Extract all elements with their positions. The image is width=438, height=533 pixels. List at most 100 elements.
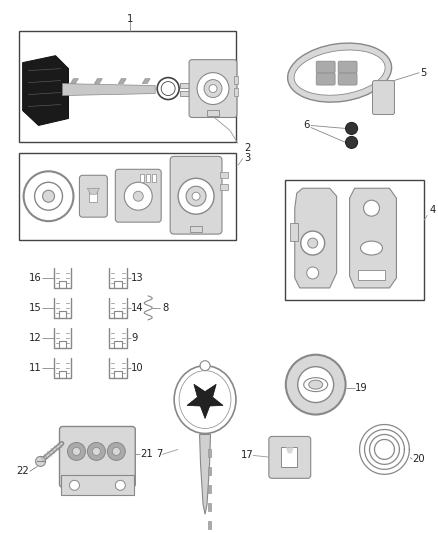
- FancyBboxPatch shape: [170, 156, 222, 234]
- Polygon shape: [286, 447, 294, 454]
- Circle shape: [161, 82, 175, 95]
- Polygon shape: [187, 384, 223, 418]
- Circle shape: [192, 192, 200, 200]
- Bar: [285, 180, 424, 300]
- Circle shape: [35, 456, 46, 466]
- Bar: [60, 475, 134, 495]
- Polygon shape: [208, 503, 211, 511]
- Circle shape: [301, 231, 325, 255]
- Polygon shape: [89, 188, 97, 202]
- FancyBboxPatch shape: [338, 61, 357, 73]
- Polygon shape: [88, 188, 99, 194]
- Polygon shape: [142, 78, 150, 84]
- FancyBboxPatch shape: [316, 73, 335, 85]
- FancyBboxPatch shape: [372, 80, 395, 115]
- Text: 20: 20: [413, 455, 425, 464]
- Polygon shape: [208, 521, 211, 529]
- Polygon shape: [208, 449, 211, 457]
- Circle shape: [107, 442, 125, 461]
- Text: 13: 13: [131, 273, 144, 283]
- Circle shape: [88, 442, 106, 461]
- Circle shape: [112, 447, 120, 455]
- Polygon shape: [295, 188, 337, 288]
- Polygon shape: [95, 78, 102, 84]
- Text: 14: 14: [131, 303, 144, 313]
- Ellipse shape: [309, 380, 323, 389]
- Bar: [19, 31, 236, 142]
- Circle shape: [35, 182, 63, 210]
- FancyBboxPatch shape: [316, 61, 335, 73]
- Circle shape: [24, 171, 74, 221]
- Bar: [146, 174, 150, 182]
- Bar: [207, 110, 219, 117]
- Bar: [234, 76, 238, 84]
- Text: 17: 17: [241, 450, 254, 461]
- FancyBboxPatch shape: [189, 60, 237, 117]
- Text: 6: 6: [304, 120, 310, 131]
- Text: 16: 16: [29, 273, 42, 283]
- Circle shape: [346, 136, 357, 148]
- Polygon shape: [71, 78, 78, 84]
- FancyBboxPatch shape: [79, 175, 107, 217]
- Bar: [140, 174, 144, 182]
- Ellipse shape: [179, 370, 231, 429]
- Bar: [190, 226, 202, 232]
- Circle shape: [124, 182, 152, 210]
- Text: 22: 22: [16, 466, 28, 477]
- Circle shape: [133, 191, 143, 201]
- Circle shape: [346, 123, 357, 134]
- Bar: [281, 447, 297, 467]
- Text: 10: 10: [131, 362, 144, 373]
- Polygon shape: [350, 188, 396, 288]
- Circle shape: [178, 178, 214, 214]
- Bar: [234, 87, 238, 95]
- Text: 5: 5: [420, 68, 427, 78]
- Text: 8: 8: [162, 303, 169, 313]
- Ellipse shape: [174, 366, 236, 433]
- Text: 15: 15: [29, 303, 42, 313]
- Polygon shape: [23, 55, 68, 125]
- Bar: [290, 223, 298, 241]
- Bar: [180, 91, 192, 95]
- Circle shape: [364, 200, 379, 216]
- Polygon shape: [208, 467, 211, 475]
- Polygon shape: [63, 84, 155, 95]
- Circle shape: [200, 361, 210, 370]
- FancyBboxPatch shape: [269, 437, 311, 478]
- FancyBboxPatch shape: [60, 426, 135, 487]
- Circle shape: [197, 72, 229, 104]
- Circle shape: [70, 480, 79, 490]
- Circle shape: [115, 480, 125, 490]
- FancyBboxPatch shape: [115, 169, 161, 222]
- Circle shape: [286, 355, 346, 415]
- Circle shape: [42, 190, 54, 202]
- Text: 12: 12: [29, 333, 42, 343]
- Ellipse shape: [360, 241, 382, 255]
- Polygon shape: [208, 486, 211, 493]
- Text: 9: 9: [131, 333, 138, 343]
- Circle shape: [157, 78, 179, 100]
- Text: 11: 11: [29, 362, 42, 373]
- Polygon shape: [118, 78, 126, 84]
- Bar: [180, 83, 192, 87]
- Text: 21: 21: [140, 449, 153, 459]
- Circle shape: [92, 447, 100, 455]
- FancyBboxPatch shape: [338, 73, 357, 85]
- Text: 4: 4: [429, 205, 435, 215]
- Circle shape: [186, 186, 206, 206]
- Circle shape: [307, 267, 319, 279]
- Circle shape: [204, 79, 222, 98]
- Bar: [152, 174, 156, 182]
- Text: 19: 19: [355, 383, 367, 393]
- Ellipse shape: [304, 378, 328, 392]
- Text: 7: 7: [156, 449, 162, 459]
- Bar: [220, 184, 228, 190]
- Text: 1: 1: [127, 14, 134, 24]
- Bar: [357, 270, 385, 280]
- Circle shape: [298, 367, 334, 402]
- Polygon shape: [200, 434, 211, 514]
- Text: 3: 3: [244, 154, 250, 163]
- Ellipse shape: [288, 43, 392, 102]
- Bar: [220, 172, 228, 178]
- Circle shape: [72, 447, 81, 455]
